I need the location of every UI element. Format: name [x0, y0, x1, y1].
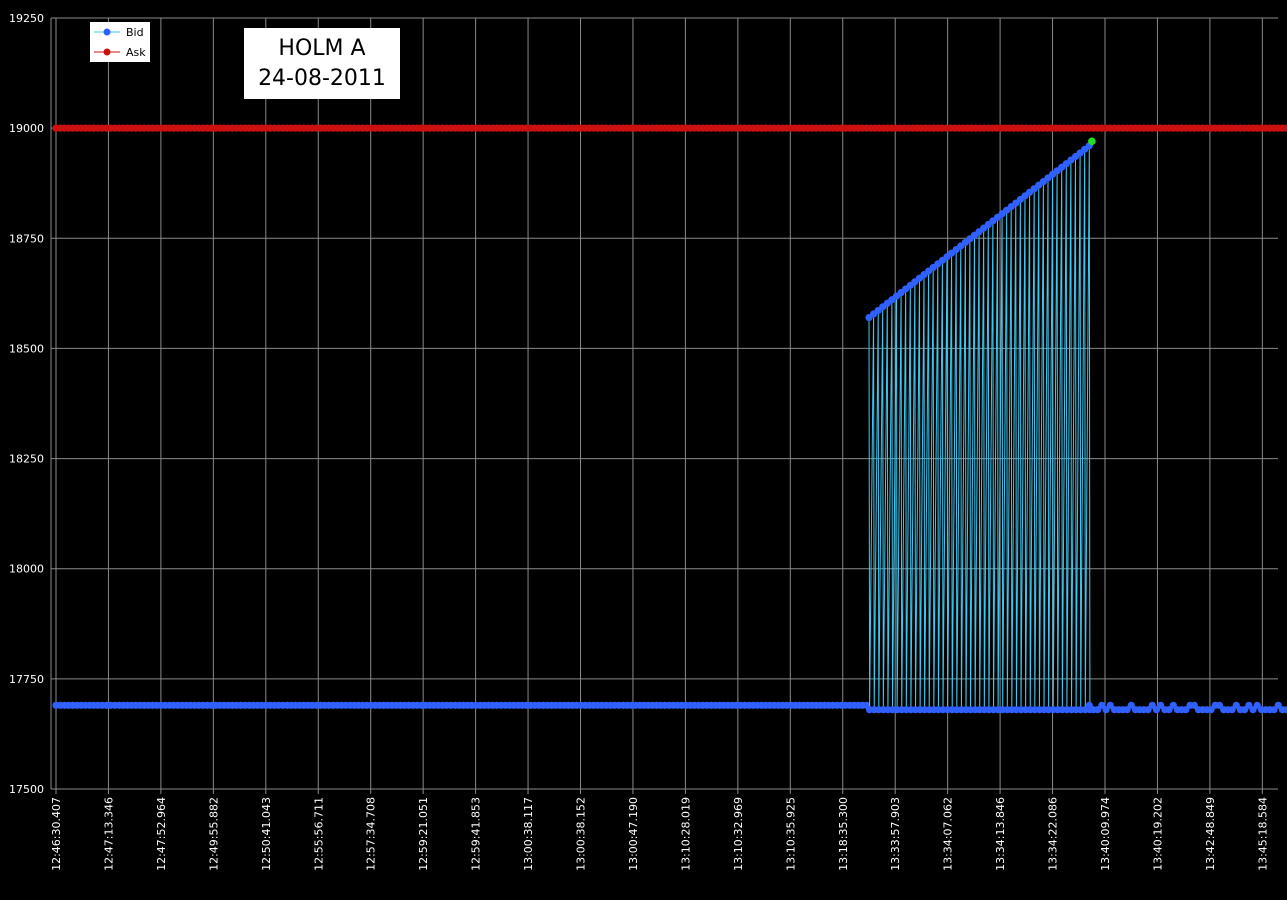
x-tick-label: 13:34:22.086: [1047, 797, 1060, 871]
x-tick-label: 12:57:34.708: [365, 797, 378, 871]
chart-subtitle: 24-08-2011: [258, 66, 386, 91]
x-tick-label: 13:10:32.969: [732, 797, 745, 871]
x-tick-label: 13:45:18.584: [1256, 797, 1269, 871]
x-tick-label: 12:49:55.882: [207, 797, 220, 871]
highlight-point: [1088, 137, 1096, 146]
x-tick-label: 12:59:21.051: [417, 797, 430, 871]
y-tick-label: 19250: [9, 12, 44, 25]
y-tick-label: 19000: [9, 122, 44, 135]
y-axis: 17500 17750 18000 18250 18500 18750 19000 19250: [9, 12, 44, 796]
legend: Bid Ask: [90, 22, 150, 62]
chart-title: HOLM A: [278, 36, 366, 61]
legend-box: [90, 22, 150, 62]
y-tick-label: 18250: [9, 453, 44, 466]
x-tick-label: 13:10:35.925: [784, 797, 797, 871]
y-tick-label: 18500: [9, 342, 44, 355]
x-tick-label: 13:33:57.903: [889, 797, 902, 871]
x-tick-label: 13:34:07.062: [942, 797, 955, 871]
x-tick-label: 13:34:13.846: [994, 797, 1007, 871]
x-tick-label: 13:40:19.202: [1151, 797, 1164, 871]
data-point: [1283, 124, 1287, 132]
x-tick-label: 12:55:56.711: [312, 797, 325, 871]
sawtooth-line: [868, 145, 1091, 710]
series-ask: [52, 124, 1287, 132]
x-tick-label: 12:47:52.964: [155, 797, 168, 871]
y-tick-label: 18750: [9, 232, 44, 245]
x-tick-label: 13:18:35.300: [837, 797, 850, 871]
y-tick-label: 17750: [9, 673, 44, 686]
x-tick-label: 12:46:30.407: [50, 797, 63, 871]
legend-ask-marker: [103, 48, 111, 56]
y-tick-label: 18000: [9, 563, 44, 576]
x-tick-label: 13:40:09.974: [1099, 797, 1112, 871]
series: [52, 124, 1287, 714]
x-tick-label: 12:50:41.043: [260, 797, 273, 871]
x-tick-label: 13:42:48.849: [1204, 797, 1217, 871]
x-tick-label: 12:47:13.346: [102, 797, 115, 871]
legend-bid-marker: [103, 28, 111, 36]
x-tick-label: 12:59:41.853: [470, 797, 483, 871]
x-axis: 12:46:30.407 12:47:13.346 12:47:52.964 12:4…: [50, 797, 1269, 871]
y-tick-label: 17500: [9, 783, 44, 796]
legend-ask-label: Ask: [126, 46, 146, 59]
x-tick-label: 13:00:38.117: [522, 797, 535, 871]
x-tick-label: 13:00:38.152: [575, 797, 588, 871]
grid: [50, 17, 1278, 794]
legend-bid-label: Bid: [126, 26, 144, 39]
data-point: [1283, 706, 1287, 714]
title-box: HOLM A 24-08-2011: [244, 28, 400, 99]
series-bid: [52, 142, 1287, 714]
x-tick-label: 13:00:47.190: [627, 797, 640, 871]
x-tick-label: 13:10:28.019: [679, 797, 692, 871]
